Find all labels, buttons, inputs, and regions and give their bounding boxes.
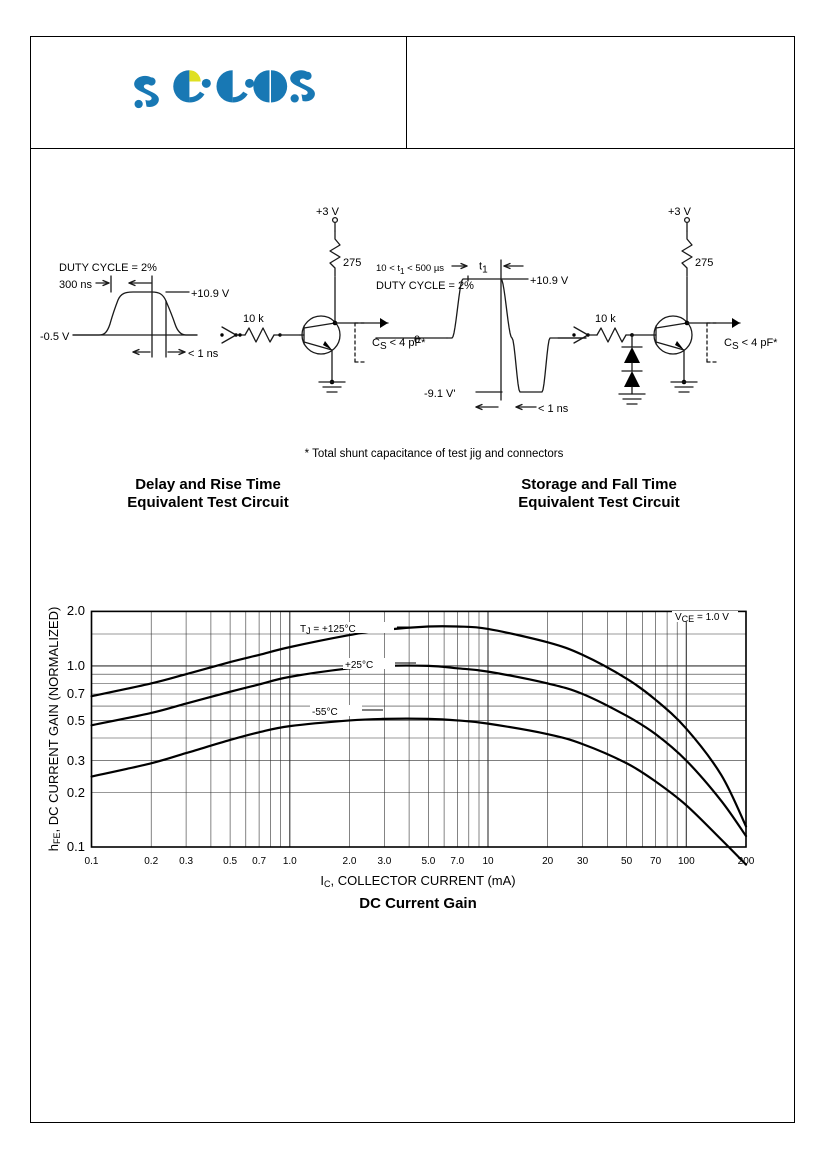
svg-text:IC, COLLECTOR CURRENT (mA): IC, COLLECTOR CURRENT (mA) — [320, 873, 515, 889]
svg-text:2.0: 2.0 — [67, 603, 85, 618]
svg-text:0.2: 0.2 — [67, 785, 85, 800]
svg-text:TJ = +125°C: TJ = +125°C — [300, 624, 356, 636]
svg-text:0.3: 0.3 — [67, 753, 85, 768]
svg-text:5.0: 5.0 — [421, 856, 435, 867]
svg-text:30: 30 — [577, 856, 589, 867]
svg-text:0.7: 0.7 — [67, 686, 85, 701]
svg-text:+25°C: +25°C — [345, 660, 373, 671]
svg-text:hFE, DC CURRENT GAIN (NORMALIZ: hFE, DC CURRENT GAIN (NORMALIZED) — [46, 607, 62, 852]
svg-text:0.1: 0.1 — [67, 839, 85, 854]
svg-text:7.0: 7.0 — [450, 856, 464, 867]
svg-text:0.3: 0.3 — [179, 856, 193, 867]
svg-text:200: 200 — [738, 856, 755, 867]
svg-text:-55°C: -55°C — [312, 707, 338, 718]
svg-text:DC Current Gain: DC Current Gain — [359, 895, 477, 912]
svg-text:1.0: 1.0 — [283, 856, 297, 867]
svg-text:10: 10 — [482, 856, 494, 867]
svg-text:50: 50 — [621, 856, 633, 867]
svg-text:0.7: 0.7 — [252, 856, 266, 867]
svg-text:0.5: 0.5 — [67, 713, 85, 728]
svg-text:1.0: 1.0 — [67, 658, 85, 673]
svg-text:100: 100 — [678, 856, 695, 867]
svg-text:3.0: 3.0 — [377, 856, 391, 867]
svg-text:70: 70 — [650, 856, 662, 867]
svg-text:20: 20 — [542, 856, 554, 867]
svg-text:0.2: 0.2 — [144, 856, 158, 867]
svg-text:0.1: 0.1 — [85, 856, 99, 867]
svg-text:0.5: 0.5 — [223, 856, 237, 867]
svg-text:2.0: 2.0 — [343, 856, 357, 867]
svg-text:VCE = 1.0 V: VCE = 1.0 V — [675, 612, 729, 624]
